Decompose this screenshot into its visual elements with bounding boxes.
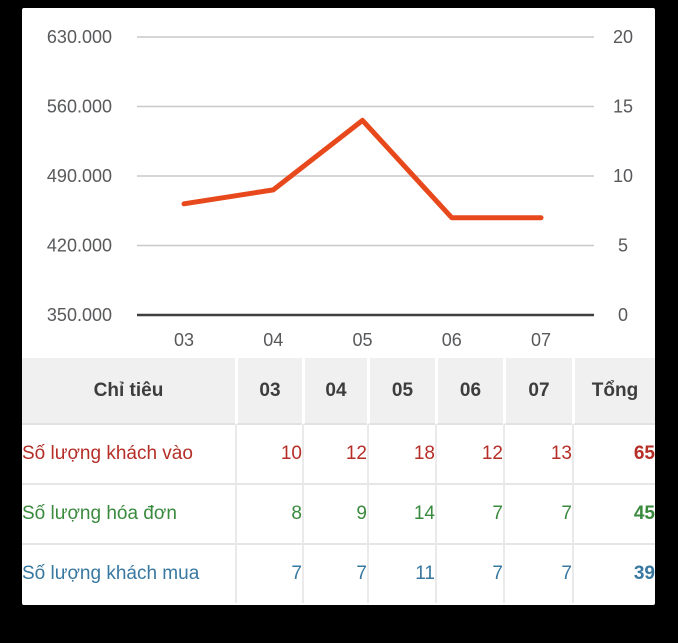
line-chart: 630.000 20 560.000 15 490.000 10 420.000 5 350.0… <box>22 8 655 358</box>
row-value: 13 <box>503 425 572 485</box>
table-header-tổng: Tổng <box>572 358 655 425</box>
left-axis-tick-label: 560.000 <box>47 97 112 117</box>
x-axis-tick-label: 05 <box>352 330 372 350</box>
row-label: Số lượng khách mua <box>22 545 235 603</box>
table-header-06: 06 <box>435 358 503 425</box>
table-header-03: 03 <box>235 358 302 425</box>
row-value: 7 <box>235 545 302 603</box>
x-axis-tick-label: 06 <box>442 330 462 350</box>
line-chart-svg: 630.000 20 560.000 15 490.000 10 420.000 5 350.0… <box>47 27 633 350</box>
left-axis-tick-label: 420.000 <box>47 236 112 256</box>
table-header-row: Chỉ tiêu 03 04 05 06 07 Tổng <box>22 358 655 425</box>
data-line-số-lượng-hóa-đơn <box>181 117 544 221</box>
right-axis-tick-label: 15 <box>613 97 633 117</box>
x-axis-tick-label: 03 <box>174 330 194 350</box>
row-value: 14 <box>367 485 435 545</box>
row-value: 8 <box>235 485 302 545</box>
x-axis-tick-label: 07 <box>531 330 551 350</box>
row-label: Số lượng khách vào <box>22 425 235 485</box>
row-label: Số lượng hóa đơn <box>22 485 235 545</box>
row-value: 12 <box>435 425 503 485</box>
table-header-07: 07 <box>503 358 572 425</box>
row-value: 7 <box>302 545 367 603</box>
table-header-05: 05 <box>367 358 435 425</box>
left-axis-tick-label: 350.000 <box>47 305 112 325</box>
row-value: 7 <box>435 545 503 603</box>
row-value: 7 <box>503 545 572 603</box>
row-total: 45 <box>572 485 655 545</box>
row-value: 10 <box>235 425 302 485</box>
table-header-criteria: Chỉ tiêu <box>22 358 235 425</box>
right-axis-tick-label: 10 <box>613 166 633 186</box>
left-axis-tick-label: 630.000 <box>47 27 112 47</box>
row-value: 9 <box>302 485 367 545</box>
table-header-04: 04 <box>302 358 367 425</box>
right-axis-tick-label: 20 <box>613 27 633 47</box>
x-axis-tick-label: 04 <box>263 330 283 350</box>
row-value: 7 <box>435 485 503 545</box>
table-row: Số lượng khách vào 10 12 18 12 13 65 <box>22 425 655 485</box>
row-value: 11 <box>367 545 435 603</box>
table-row: Số lượng khách mua 7 7 11 7 7 39 <box>22 545 655 603</box>
right-axis-tick-label: 0 <box>618 305 628 325</box>
left-axis-tick-label: 490.000 <box>47 166 112 186</box>
right-axis-tick-label: 5 <box>618 236 628 256</box>
row-value: 12 <box>302 425 367 485</box>
row-value: 18 <box>367 425 435 485</box>
row-total: 65 <box>572 425 655 485</box>
stats-table: Chỉ tiêu 03 04 05 06 07 Tổng Số lượng khách và… <box>22 358 655 603</box>
row-value: 7 <box>503 485 572 545</box>
table-row: Số lượng hóa đơn 8 9 14 7 7 45 <box>22 485 655 545</box>
row-total: 39 <box>572 545 655 603</box>
dashboard-card: 630.000 20 560.000 15 490.000 10 420.000 5 350.0… <box>22 8 655 605</box>
